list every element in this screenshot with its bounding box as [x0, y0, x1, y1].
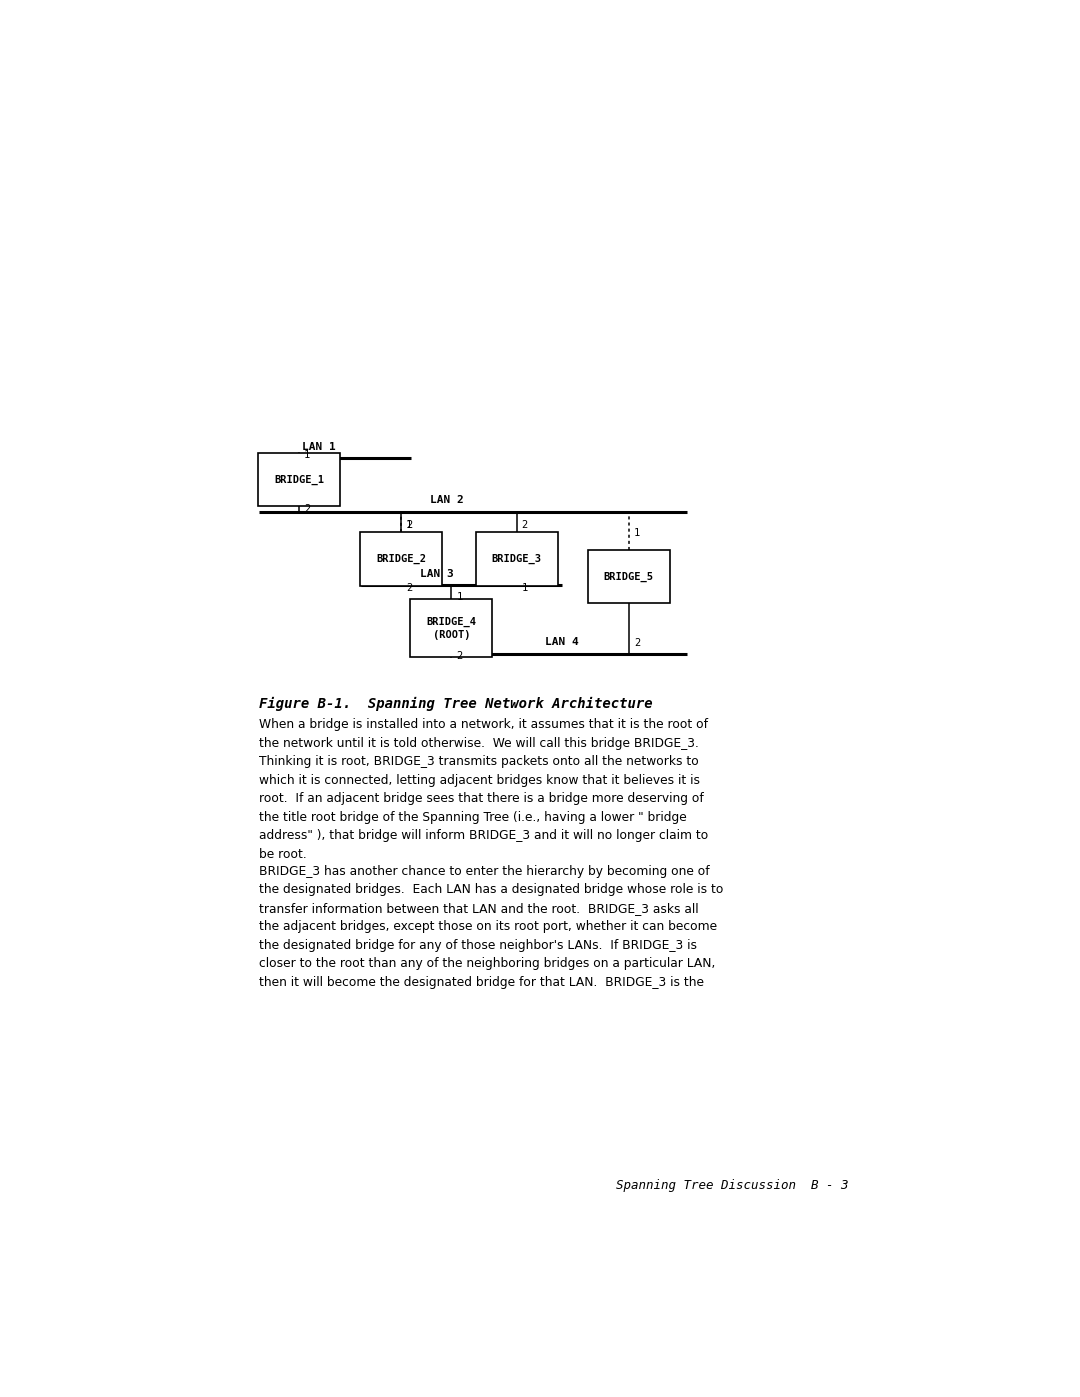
Bar [588, 549, 670, 604]
Text: 1: 1 [305, 450, 310, 460]
Text: BRIDGE_2: BRIDGE_2 [376, 555, 427, 564]
Text: 1: 1 [522, 583, 528, 594]
Text: BRIDGE_3: BRIDGE_3 [491, 555, 542, 564]
Text: 2: 2 [305, 504, 310, 514]
Text: 1: 1 [457, 592, 462, 602]
Text: LAN 4: LAN 4 [545, 637, 579, 647]
Bar [360, 532, 442, 587]
Text: BRIDGE_5: BRIDGE_5 [604, 571, 653, 581]
Text: 1: 1 [406, 520, 413, 529]
Text: BRIDGE_1: BRIDGE_1 [274, 475, 324, 485]
Text: BRIDGE_3 has another chance to enter the hierarchy by becoming one of
the design: BRIDGE_3 has another chance to enter the… [259, 865, 724, 989]
Text: 2: 2 [406, 520, 413, 529]
Text: 2: 2 [457, 651, 462, 661]
Text: Figure B-1.  Spanning Tree Network Architecture: Figure B-1. Spanning Tree Network Archit… [259, 697, 652, 711]
Text: LAN 2: LAN 2 [431, 496, 464, 506]
Bar [410, 599, 492, 657]
Text: 2: 2 [634, 638, 640, 648]
Bar [475, 532, 557, 587]
Text: 2: 2 [406, 583, 413, 594]
Text: BRIDGE_4
(ROOT): BRIDGE_4 (ROOT) [427, 616, 476, 640]
Text: Spanning Tree Discussion  B - 3: Spanning Tree Discussion B - 3 [616, 1179, 848, 1192]
Text: 2: 2 [522, 520, 528, 529]
Text: 1: 1 [634, 528, 640, 538]
Text: LAN 1: LAN 1 [302, 441, 336, 451]
Bar [258, 453, 340, 507]
Text: LAN 3: LAN 3 [420, 569, 454, 578]
Text: When a bridge is installed into a network, it assumes that it is the root of
the: When a bridge is installed into a networ… [259, 718, 708, 861]
